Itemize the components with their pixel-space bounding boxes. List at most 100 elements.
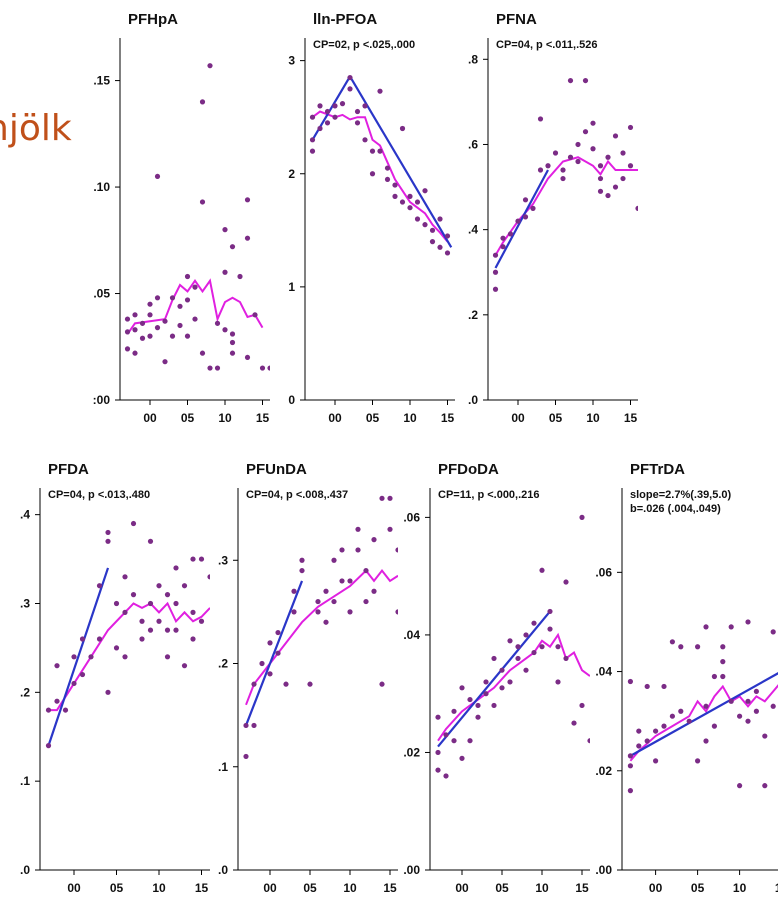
data-point [339, 547, 345, 553]
data-point [605, 154, 611, 160]
chart-4: PFUnDA CP=04, p <.008,.437 .0 .1 .2 .3 00 05 10 1… [218, 461, 398, 895]
x-tick-label: 15 [383, 881, 397, 895]
data-point [728, 698, 734, 704]
data-point [555, 679, 561, 685]
data-point [347, 578, 353, 584]
x-tick-label: 05 [181, 411, 195, 425]
x-tick-label: 00 [67, 881, 81, 895]
data-point [207, 365, 213, 371]
data-point [315, 598, 321, 605]
data-point [54, 698, 60, 704]
data-point [459, 755, 465, 761]
data-point [644, 738, 650, 744]
y-tick-label: .02 [403, 745, 420, 759]
data-point [678, 708, 684, 714]
data-point [522, 197, 529, 203]
data-point [444, 233, 451, 239]
chart-title: PFUnDA [246, 461, 307, 478]
data-point [275, 629, 281, 636]
data-point [492, 286, 499, 292]
data-point [753, 708, 760, 714]
data-point [130, 520, 137, 527]
data-point [164, 592, 171, 598]
data-point [379, 495, 385, 501]
data-point [309, 137, 316, 143]
data-point [331, 557, 337, 563]
data-point [399, 199, 406, 205]
data-point [384, 165, 391, 171]
data-point [612, 184, 619, 190]
data-point [147, 627, 154, 633]
data-point [173, 565, 179, 571]
data-point [500, 235, 506, 241]
smooth-line [48, 601, 210, 712]
data-point [169, 333, 176, 339]
data-point [139, 320, 146, 326]
data-point [563, 579, 569, 585]
data-point [267, 671, 273, 677]
x-tick-label: 10 [343, 881, 357, 895]
data-point [222, 327, 228, 333]
data-point [309, 114, 316, 120]
data-point [545, 163, 551, 169]
chart-title: PFDA [48, 461, 89, 478]
y-tick-label: .0 [218, 863, 228, 877]
data-point [214, 365, 221, 371]
data-point [173, 627, 179, 633]
y-tick-label: .2 [468, 308, 478, 322]
data-point [392, 193, 398, 199]
data-point [720, 644, 726, 650]
data-point [492, 252, 499, 258]
data-point [377, 148, 383, 154]
data-point [627, 124, 634, 131]
data-point [156, 583, 162, 589]
data-point [627, 753, 634, 759]
x-tick-label: 15 [624, 411, 638, 425]
data-point [653, 758, 659, 764]
data-point [105, 689, 111, 695]
data-point [435, 749, 441, 756]
data-point [347, 74, 353, 81]
data-point [71, 654, 77, 660]
fit-line [494, 169, 549, 269]
chart-subtitle: CP=04, p <.013,.480 [48, 489, 150, 501]
data-point [695, 758, 701, 764]
data-point [332, 103, 338, 109]
data-point [523, 667, 529, 673]
data-point [444, 250, 451, 256]
data-point [362, 103, 368, 109]
data-point [429, 227, 436, 233]
data-point [339, 578, 345, 584]
data-point [229, 350, 236, 356]
data-point [507, 638, 513, 644]
data-point [560, 175, 566, 182]
chart-2: PFNA CP=04, p <.011,.526 .0 .2 .4 .6 .8 00 05 10 1… [468, 11, 638, 425]
data-point [139, 636, 145, 642]
x-tick-label: 05 [303, 881, 317, 895]
chart-subtitle: CP=04, p <.008,.437 [246, 489, 348, 501]
data-point [669, 639, 676, 645]
data-point [499, 685, 505, 691]
x-tick-label: 15 [256, 411, 270, 425]
y-tick-label: .06 [595, 565, 612, 579]
data-point [339, 101, 346, 107]
data-point [347, 86, 353, 92]
x-tick-label: 10 [403, 411, 417, 425]
data-point [190, 556, 196, 562]
data-point [635, 205, 638, 211]
data-point [407, 205, 413, 211]
data-point [467, 696, 473, 703]
x-tick-label: 15 [195, 881, 209, 895]
data-point [124, 329, 131, 335]
data-point [563, 655, 569, 662]
smooth-line [494, 156, 638, 256]
plot-area [309, 74, 453, 256]
y-tick-label: .04 [403, 628, 420, 642]
x-tick-label: 10 [535, 881, 549, 895]
data-point [244, 235, 251, 241]
data-point [332, 114, 338, 120]
y-tick-label: .2 [20, 685, 30, 699]
data-point [437, 216, 443, 222]
data-point [324, 108, 331, 115]
